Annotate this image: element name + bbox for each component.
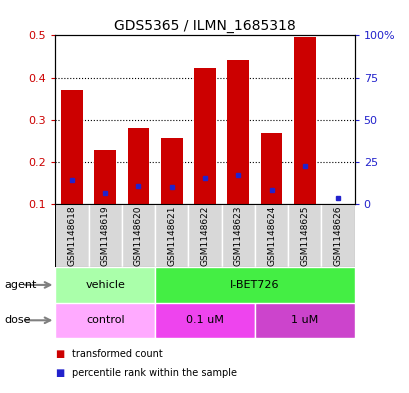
Bar [227,60,248,204]
Text: ■: ■ [55,349,65,359]
Bar [288,204,321,267]
Title: GDS5365 / ILMN_1685318: GDS5365 / ILMN_1685318 [114,19,295,33]
Text: transformed count: transformed count [72,349,162,359]
Text: GSM1148621: GSM1148621 [167,206,176,266]
Bar [321,204,354,267]
Bar [188,204,221,267]
Bar [55,303,155,338]
Bar [221,204,254,267]
Text: ■: ■ [55,368,65,378]
Bar [127,128,149,204]
Text: GSM1148624: GSM1148624 [266,206,275,266]
Text: dose: dose [4,315,31,325]
Text: GSM1148625: GSM1148625 [299,206,308,266]
Bar [155,267,354,303]
Text: 0.1 uM: 0.1 uM [186,315,223,325]
Text: GSM1148626: GSM1148626 [333,206,342,266]
Text: GSM1148623: GSM1148623 [233,206,242,266]
Text: GSM1148618: GSM1148618 [67,206,76,266]
Bar [194,68,215,204]
Bar [155,204,188,267]
Bar [161,138,182,204]
Bar [121,204,155,267]
Bar [55,204,88,267]
Text: GSM1148619: GSM1148619 [101,206,110,266]
Text: percentile rank within the sample: percentile rank within the sample [72,368,236,378]
Bar [94,150,116,204]
Bar [61,90,83,204]
Bar [88,204,121,267]
Text: 1 uM: 1 uM [290,315,318,325]
Text: control: control [86,315,124,325]
Bar [254,303,354,338]
Bar [155,303,254,338]
Bar [55,267,155,303]
Text: I-BET726: I-BET726 [229,280,279,290]
Bar [293,37,315,204]
Bar [254,204,288,267]
Text: GSM1148620: GSM1148620 [134,206,143,266]
Text: agent: agent [4,280,36,290]
Text: vehicle: vehicle [85,280,125,290]
Text: GSM1148622: GSM1148622 [200,206,209,266]
Bar [260,132,282,204]
